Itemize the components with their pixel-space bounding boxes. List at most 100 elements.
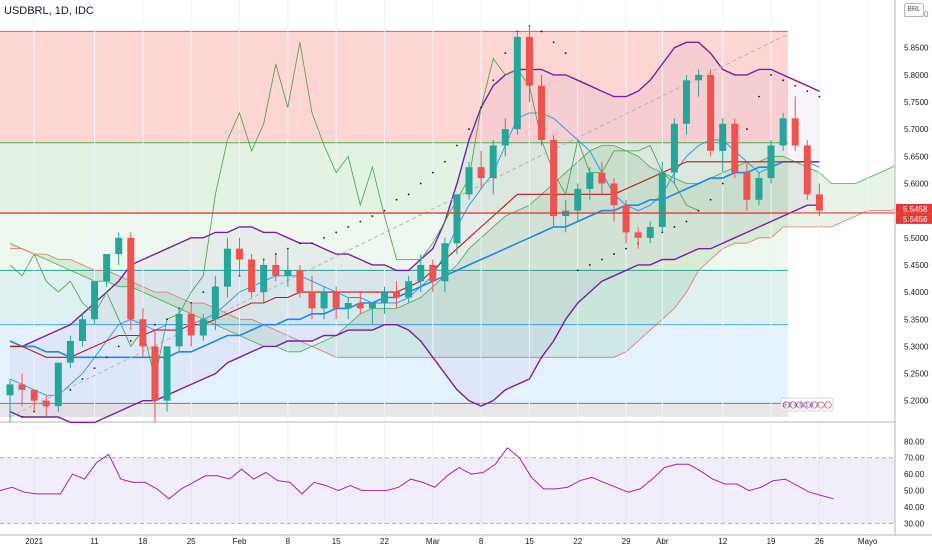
senkou-b-line: [10, 204, 905, 358]
bollinger-fill: [10, 42, 820, 423]
time-tick-label: 26: [815, 537, 824, 546]
rsi-tick-label: 70.00: [904, 454, 925, 463]
sar-dot: [818, 95, 821, 98]
rsi-band: [0, 457, 895, 524]
price-tick-label: 5.8500: [904, 44, 929, 53]
candle-body: [54, 362, 62, 407]
candle-body: [525, 36, 533, 86]
candle-body: [477, 167, 485, 179]
price-axis[interactable]: 5.85005.80005.75005.70005.65005.60005.55…: [894, 0, 932, 550]
candle-body: [151, 346, 159, 401]
candle-body: [236, 248, 244, 260]
candle-body: [465, 167, 473, 195]
time-tick-label: 12: [718, 537, 727, 546]
candle-body: [296, 270, 304, 293]
sar-dot: [359, 220, 362, 223]
badge-dot: [796, 401, 804, 409]
price-tick-label: 5.4000: [904, 288, 929, 297]
symbol-title[interactable]: USDBRL, 1D, IDC: [4, 5, 94, 17]
candle-up: [284, 248, 292, 287]
candle-up: [66, 335, 74, 369]
candle-down: [707, 69, 715, 157]
candle-up: [199, 313, 207, 341]
candle-down: [538, 74, 546, 146]
sar-dot: [721, 182, 724, 185]
candle-body: [284, 270, 292, 276]
candle-body: [344, 302, 352, 309]
candle-down: [308, 275, 316, 320]
price-tick-label: 5.2000: [904, 397, 929, 406]
candle-body: [78, 319, 86, 341]
rsi-tick-label: 80.00: [904, 437, 925, 446]
candle-up: [380, 286, 388, 314]
time-axis[interactable]: 2021 11 18 25 Feb 8 15 22 Mar 8 15 22 29 Abr 12 19 26 May…: [0, 534, 932, 546]
price-tick-label: 5.7000: [904, 125, 929, 134]
candle-body: [66, 340, 74, 363]
candle-down: [248, 254, 256, 298]
sar-dot: [697, 209, 700, 212]
time-tick-label: 8: [479, 537, 484, 546]
candle-body: [550, 140, 558, 217]
candle-up: [115, 232, 123, 265]
bollinger-lower-line: [9, 204, 820, 424]
cloud-fill: [10, 145, 904, 358]
price-label-box: [896, 213, 932, 224]
time-tick-label: Mar: [426, 537, 440, 546]
candle-body: [356, 302, 364, 309]
candle-body: [308, 292, 316, 309]
badge-dot: [782, 401, 790, 409]
candle-body: [670, 123, 678, 173]
candle-up: [755, 172, 763, 206]
candle-body: [791, 118, 799, 146]
time-tick-label: 15: [332, 537, 341, 546]
sar-dot: [311, 242, 313, 245]
candle-up: [78, 313, 86, 347]
candlesticks[interactable]: [6, 26, 823, 423]
sar-dot: [456, 144, 458, 147]
candle-up: [175, 308, 183, 352]
candle-up: [441, 237, 449, 293]
sar-dot: [443, 160, 446, 163]
sar-dot: [117, 345, 120, 348]
time-tick-label: 22: [573, 537, 582, 546]
candle-body: [634, 232, 642, 238]
rsi-tick-label: 60.00: [904, 470, 925, 479]
candle-body: [755, 178, 763, 200]
candle-down: [18, 373, 26, 407]
candle-up: [368, 302, 376, 325]
candle-body: [260, 264, 268, 293]
candle-body: [332, 292, 340, 309]
indicator-lines: [9, 33, 820, 424]
candle-down: [296, 264, 304, 298]
candle-up: [103, 254, 111, 287]
price-tick-label: 5.3500: [904, 315, 929, 324]
sar-dot: [407, 193, 410, 196]
sar-dot: [588, 264, 591, 266]
candle-body: [622, 205, 630, 233]
sar-dot: [625, 247, 627, 250]
candle-body: [586, 172, 594, 189]
sar-dot: [347, 226, 350, 228]
sar-dot: [468, 128, 470, 131]
candle-body: [211, 286, 219, 320]
news-badges[interactable]: 8 2 4 8 1 4 7: [780, 397, 834, 412]
currency-badge[interactable]: BRL: [904, 3, 924, 17]
axis-background: [895, 0, 932, 550]
candle-down: [815, 183, 823, 217]
sar-dot: [419, 182, 422, 185]
candle-body: [574, 188, 582, 211]
candle-up: [163, 346, 171, 412]
sar-dot: [154, 323, 156, 326]
candle-body: [719, 123, 727, 151]
candle-body: [393, 292, 401, 298]
candle-body: [767, 145, 775, 179]
sar-dot: [552, 41, 555, 44]
candle-down: [332, 286, 340, 320]
sar-dot: [685, 220, 688, 223]
sar-dot: [21, 416, 23, 418]
sar-dot: [745, 128, 748, 131]
candle-down: [731, 118, 739, 179]
sar-dot: [576, 269, 579, 272]
candle-body: [803, 145, 811, 195]
